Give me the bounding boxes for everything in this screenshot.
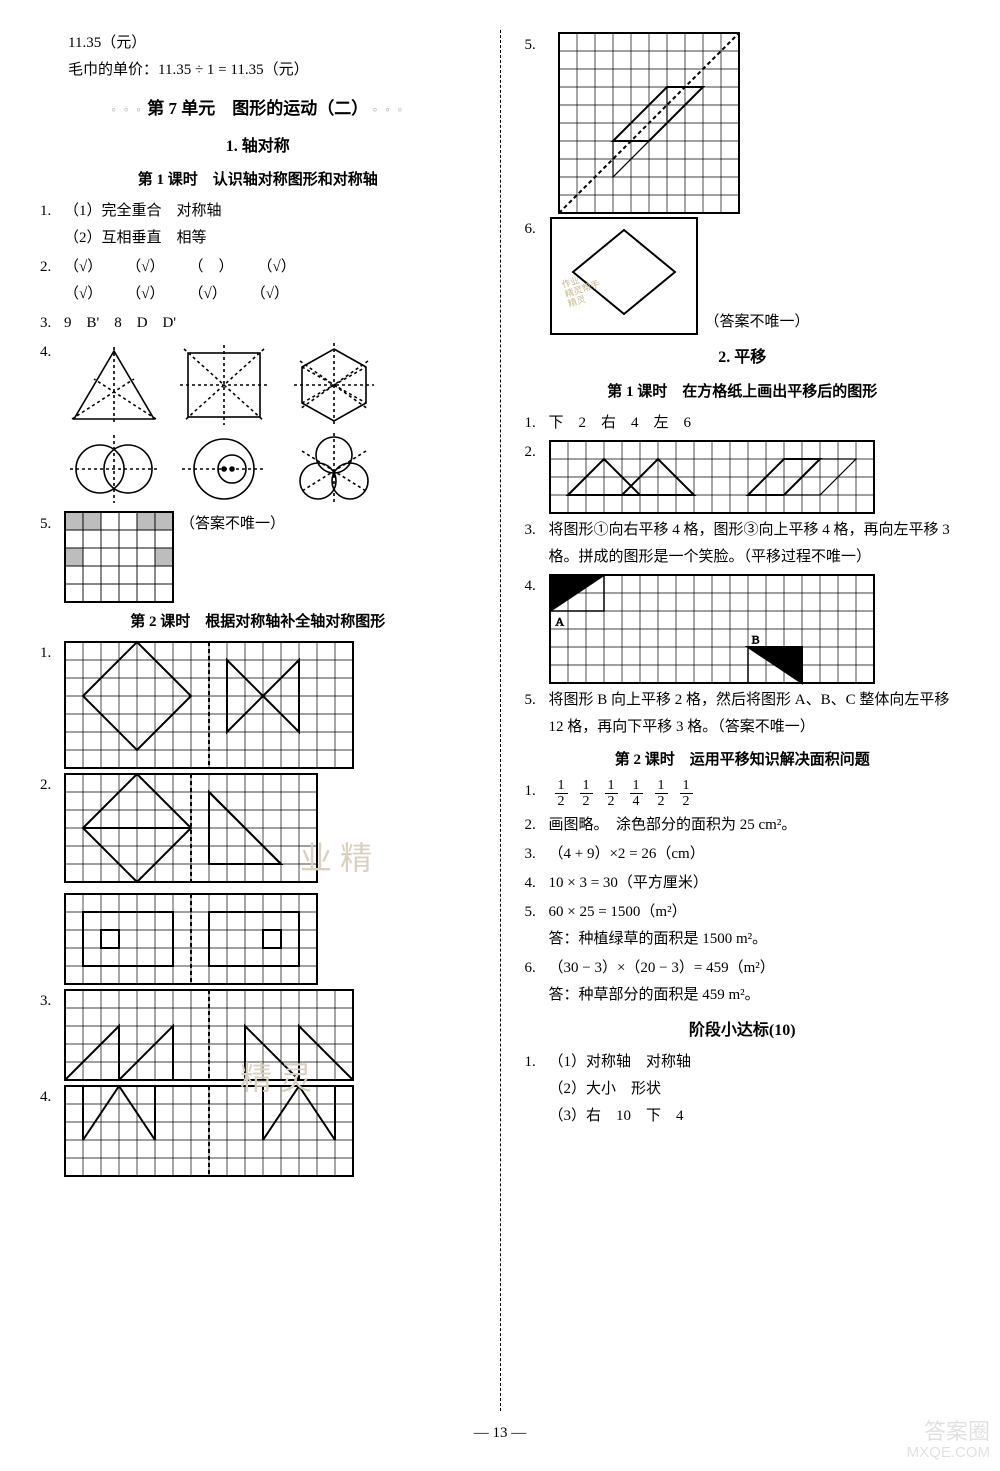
s22-q5: 5. 60 × 25 = 1500（m²） 答：种植绿草的面积是 1500 m²…	[525, 899, 961, 953]
svg-text:B: B	[751, 632, 759, 646]
right-column: 5. 6. 作业精灵帮手精灵 （答案不唯一） 2. 平移 第 1 课时 在方格纸…	[525, 30, 961, 1411]
s2-q3: 3. 将图形①向右平移 4 格，图形③向上平移 4 格，再向左平移 3 格。拼成…	[525, 517, 961, 571]
carryover-line-1: 11.35（元）	[40, 30, 476, 57]
column-divider	[500, 30, 501, 1411]
site-watermark: 答案圈 MXQE.COM	[907, 1420, 990, 1461]
unit-heading: ◦ ◦ ◦ 第 7 单元 图形的运动（二） ◦ ◦ ◦	[40, 94, 476, 125]
fraction: 14	[630, 778, 643, 810]
lesson-1-2-title: 第 2 课时 根据对称轴补全轴对称图形	[40, 609, 476, 636]
l2-q2: 2.	[40, 772, 476, 986]
l2-q1: 1.	[40, 640, 476, 770]
fraction: 12	[555, 778, 568, 810]
q5-note: （答案不唯一）	[180, 511, 285, 538]
l2-q4-grid	[64, 1084, 354, 1178]
r-q5-grid	[549, 32, 749, 214]
l2-q3: 3.	[40, 988, 476, 1082]
fraction: 12	[580, 778, 593, 810]
q5-grid	[64, 511, 174, 603]
s22-q1: 1. 121212141212	[525, 778, 961, 810]
symmetry-shapes-row1	[64, 339, 384, 429]
dots-right: ◦ ◦ ◦	[373, 103, 405, 118]
q1-part2: （2）互相垂直 相等	[64, 225, 476, 252]
l2-q1-grid	[64, 640, 354, 770]
page-number: — 13 —	[0, 1420, 1000, 1447]
q3: 3. 9 B' 8 D D'	[40, 310, 476, 337]
s2-q4: 4. AB	[525, 573, 961, 685]
stage-title: 阶段小达标(10)	[525, 1017, 961, 1046]
r-q6-note: （答案不唯一）	[705, 309, 810, 336]
section-1-title: 1. 轴对称	[40, 133, 476, 162]
s2-q2: 2.	[525, 439, 961, 515]
dots-left: ◦ ◦ ◦	[111, 103, 143, 118]
s22-q3: 3. （4 + 9）×2 = 26（cm）	[525, 841, 961, 868]
l2-q3-grid	[64, 988, 354, 1082]
q1-part1: （1）完全重合 对称轴	[64, 198, 476, 225]
q4: 4.	[40, 339, 476, 509]
s2-q5: 5. 将图形 B 向上平移 2 格，然后将图形 A、B、C 整体向左平移 12 …	[525, 687, 961, 741]
q5: 5. （答案不唯一）	[40, 511, 476, 603]
r-q6-box: 作业精灵帮手精灵	[549, 216, 699, 336]
s22-q6: 6. （30 − 3）×（20 − 3）= 459（m²） 答：种草部分的面积是…	[525, 955, 961, 1009]
s2-q2-grid	[549, 439, 875, 515]
unit-title: 第 7 单元 图形的运动（二）	[147, 99, 368, 118]
s22-q4: 4. 10 × 3 = 30（平方厘米）	[525, 870, 961, 897]
q2: 2. （√） （√） （ ） （√） （√） （√） （√） （√）	[40, 254, 476, 308]
l2-q4: 4.	[40, 1084, 476, 1178]
r-q5: 5.	[525, 32, 961, 214]
carryover-line-2: 毛巾的单价：11.35 ÷ 1 = 11.35（元）	[40, 57, 476, 84]
l2-q2-grid-a	[64, 772, 318, 884]
q1: 1. （1）完全重合 对称轴 （2）互相垂直 相等	[40, 198, 476, 252]
s2-q1: 1. 下 2 右 4 左 6	[525, 410, 961, 437]
svg-text:A: A	[555, 614, 564, 628]
lesson-1-1-title: 第 1 课时 认识轴对称图形和对称轴	[40, 167, 476, 194]
fraction: 12	[655, 778, 668, 810]
s22-q2: 2. 画图略。 涂色部分的面积为 25 cm²。	[525, 812, 961, 839]
s2-q4-grid: AB	[549, 573, 875, 685]
lesson-2-2-title: 第 2 课时 运用平移知识解决面积问题	[525, 747, 961, 774]
symmetry-shapes-row2	[64, 429, 384, 509]
lesson-2-1-title: 第 1 课时 在方格纸上画出平移后的图形	[525, 379, 961, 406]
stage-q1: 1. （1）对称轴 对称轴 （2）大小 形状 （3）右 10 下 4	[525, 1049, 961, 1130]
left-column: 11.35（元） 毛巾的单价：11.35 ÷ 1 = 11.35（元） ◦ ◦ …	[40, 30, 476, 1411]
fraction: 12	[605, 778, 618, 810]
section-2-title: 2. 平移	[525, 344, 961, 373]
r-q6: 6. 作业精灵帮手精灵 （答案不唯一）	[525, 216, 961, 336]
l2-q2-grid-b	[64, 892, 318, 986]
fraction: 12	[680, 778, 693, 810]
